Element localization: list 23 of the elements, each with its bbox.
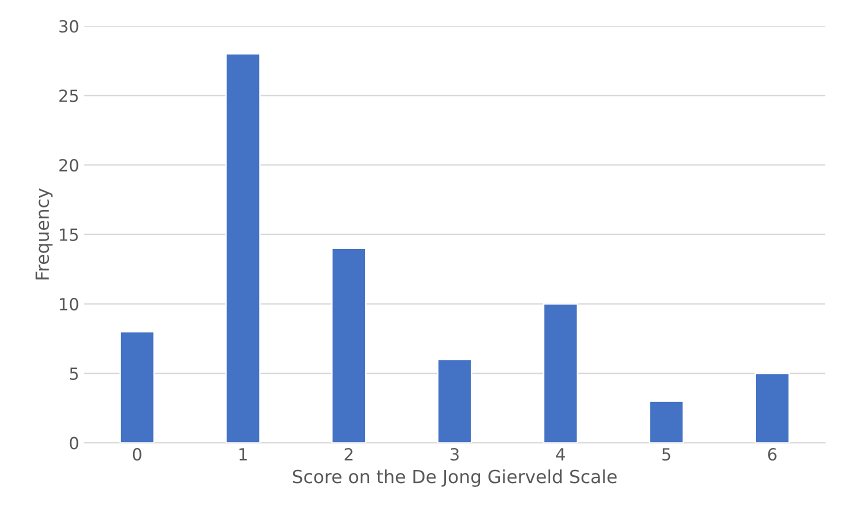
y-tick-label: 20 (59, 158, 78, 172)
bar (542, 303, 578, 443)
y-tick-label: 15 (60, 228, 78, 242)
y-tick-label: 10 (60, 298, 78, 310)
bar (225, 53, 261, 443)
x-tick-label: 2 (344, 448, 352, 460)
x-tick-label: 0 (132, 448, 142, 461)
x-tick-label: 1 (240, 448, 247, 460)
x-tick-label: 3 (450, 448, 459, 461)
bar (331, 248, 366, 443)
y-tick-label: 0 (70, 436, 78, 450)
y-axis-title: Frequency (36, 188, 53, 280)
x-tick-label: 5 (662, 448, 670, 461)
bar (437, 358, 472, 443)
y-tick-label: 5 (70, 368, 78, 380)
y-tick-label: 25 (59, 89, 78, 102)
x-axis-title: Score on the De Jong Gierveld Scale (292, 469, 617, 487)
bar (754, 372, 790, 443)
bar (648, 400, 684, 443)
y-tick-label: 30 (59, 20, 78, 33)
bar (119, 331, 155, 443)
x-tick-label: 4 (556, 448, 565, 460)
x-tick-label: 6 (768, 448, 776, 461)
